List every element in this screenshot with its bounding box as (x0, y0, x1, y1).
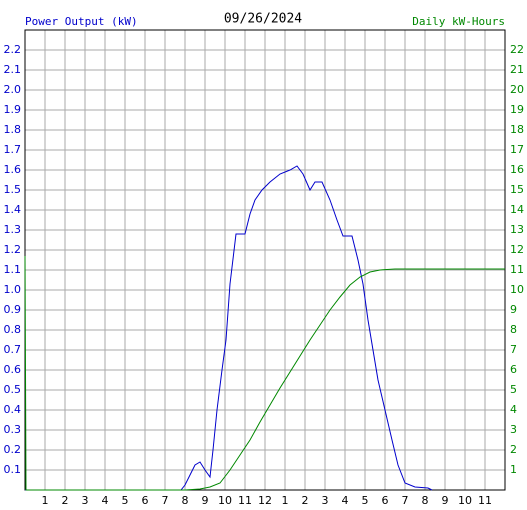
y-tick-label: 2.1 (4, 63, 22, 76)
y-tick-label: 0.3 (4, 423, 22, 436)
x-tick-label: 9 (442, 494, 449, 507)
y-tick-label: 1.2 (4, 243, 22, 256)
x-tick-label: 2 (62, 494, 69, 507)
y2-tick-label: 7 (510, 343, 517, 356)
y2-tick-label: 4 (510, 403, 517, 416)
x-tick-label: 4 (342, 494, 349, 507)
y2-tick-label: 6 (510, 363, 517, 376)
x-tick-label: 6 (142, 494, 149, 507)
y-tick-label: 0.2 (4, 443, 22, 456)
y2-tick-label: 22 (510, 43, 524, 56)
x-tick-label: 11 (238, 494, 252, 507)
y2-tick-label: 14 (510, 203, 524, 216)
series-line (24, 255, 505, 491)
y2-tick-label: 10 (510, 283, 524, 296)
y2-tick-label: 2 (510, 443, 517, 456)
x-tick-label: 3 (322, 494, 329, 507)
y2-tick-label: 18 (510, 123, 524, 136)
x-tick-label: 2 (302, 494, 309, 507)
y-tick-label: 1.4 (4, 203, 22, 216)
y2-tick-label: 13 (510, 223, 524, 236)
x-tick-label: 10 (218, 494, 232, 507)
y2-axis-title: Daily kW-Hours (412, 15, 505, 28)
x-tick-label: 1 (282, 494, 289, 507)
y2-tick-label: 17 (510, 143, 524, 156)
y-tick-label: 1.5 (4, 183, 22, 196)
y-tick-label: 1.7 (4, 143, 22, 156)
y-tick-label: 1.0 (4, 283, 22, 296)
x-tick-label: 12 (258, 494, 272, 507)
y-tick-label: 0.1 (4, 463, 22, 476)
y2-tick-label: 11 (510, 263, 524, 276)
x-tick-label: 4 (102, 494, 109, 507)
y-axis-title: Power Output (kW) (25, 15, 138, 28)
x-tick-label: 11 (478, 494, 492, 507)
y-tick-label: 0.8 (4, 323, 22, 336)
y2-tick-label: 1 (510, 463, 517, 476)
x-tick-label: 5 (122, 494, 129, 507)
y-tick-label: 1.3 (4, 223, 22, 236)
chart-title: 09/26/2024 (224, 12, 302, 27)
y2-tick-label: 3 (510, 423, 517, 436)
x-tick-label: 3 (82, 494, 89, 507)
y-tick-label: 1.6 (4, 163, 22, 176)
series-line (25, 165, 433, 491)
y-tick-label: 2.0 (4, 83, 22, 96)
y2-tick-label: 5 (510, 383, 517, 396)
y2-tick-label: 8 (510, 323, 517, 336)
x-tick-label: 7 (402, 494, 409, 507)
y2-tick-label: 9 (510, 303, 517, 316)
y-tick-label: 0.6 (4, 363, 22, 376)
y-tick-label: 1.1 (4, 263, 22, 276)
y2-tick-label: 16 (510, 163, 524, 176)
x-tick-label: 10 (458, 494, 472, 507)
y-tick-label: 0.4 (4, 403, 22, 416)
y2-tick-label: 20 (510, 83, 524, 96)
y2-tick-label: 12 (510, 243, 524, 256)
y-tick-label: 0.5 (4, 383, 22, 396)
y-tick-label: 1.8 (4, 123, 22, 136)
y2-tick-label: 21 (510, 63, 524, 76)
x-tick-label: 8 (182, 494, 189, 507)
x-tick-label: 5 (362, 494, 369, 507)
y-tick-label: 1.9 (4, 103, 22, 116)
x-tick-label: 9 (202, 494, 209, 507)
y-tick-label: 0.9 (4, 303, 22, 316)
x-tick-label: 6 (382, 494, 389, 507)
x-tick-label: 7 (162, 494, 169, 507)
y-tick-label: 2.2 (4, 43, 22, 56)
y2-tick-label: 19 (510, 103, 524, 116)
y2-tick-label: 15 (510, 183, 524, 196)
x-tick-label: 8 (422, 494, 429, 507)
x-tick-label: 1 (42, 494, 49, 507)
y-tick-label: 0.7 (4, 343, 22, 356)
